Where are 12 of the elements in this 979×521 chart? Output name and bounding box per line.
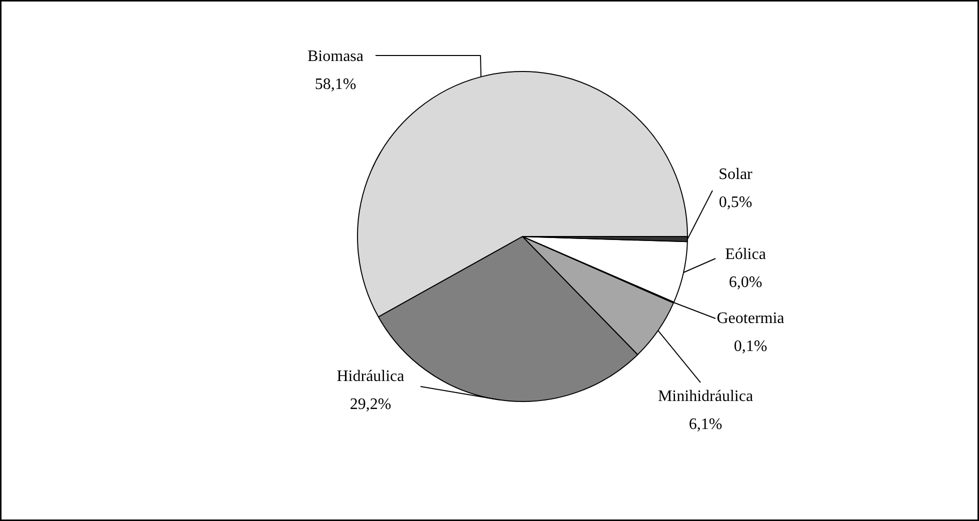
data-label: 6,1%: [688, 416, 722, 433]
slice-label: Solar: [718, 166, 754, 183]
data-label: 0,5%: [718, 194, 752, 211]
data-label: 0,1%: [734, 338, 768, 355]
slice-label: Hidráulica: [336, 368, 404, 385]
slice-label: Eólica: [725, 246, 766, 263]
data-label: 6,0%: [728, 274, 762, 291]
data-label: 29,2%: [350, 396, 392, 413]
data-label: 58,1%: [314, 76, 356, 93]
slice-label: Minihidráulica: [658, 388, 754, 405]
slice-label: Geotermia: [716, 310, 784, 327]
slice-label: Biomasa: [308, 48, 364, 65]
